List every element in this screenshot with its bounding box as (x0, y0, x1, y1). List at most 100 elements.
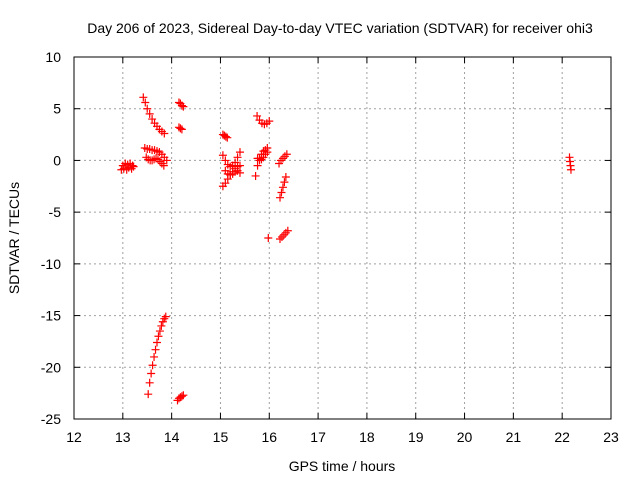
data-point (152, 338, 161, 347)
data-point (235, 148, 244, 157)
data-point (151, 345, 160, 354)
data-point (264, 234, 273, 242)
y-tick-label: -10 (41, 256, 61, 272)
data-point (221, 156, 230, 165)
data-point (177, 392, 186, 401)
data-point (280, 152, 289, 161)
data-point (144, 390, 153, 399)
data-point (283, 226, 292, 235)
data-point (251, 171, 260, 180)
data-point (233, 153, 242, 162)
data-point (157, 321, 166, 330)
data-point (160, 129, 169, 138)
chart-title: Day 206 of 2023, Sidereal Day-to-day VTE… (87, 20, 593, 36)
series-arc-13 (253, 111, 274, 129)
x-axis-label: GPS time / hours (289, 458, 396, 474)
data-point (218, 151, 227, 160)
y-tick-label: -5 (49, 204, 62, 220)
series-arc-15 (253, 148, 272, 165)
x-tick-label: 18 (359, 429, 375, 445)
series-arc-2 (139, 93, 169, 138)
axis-ticks (73, 56, 612, 420)
data-point (276, 193, 285, 202)
data-point (154, 332, 163, 341)
data-point (162, 156, 171, 165)
y-tick-label: 10 (45, 49, 61, 65)
series-arc-19 (276, 226, 292, 244)
x-tick-label: 17 (310, 429, 326, 445)
data-point (253, 154, 262, 163)
series-arc-4 (142, 153, 168, 170)
data-point (177, 125, 186, 134)
x-tick-label: 20 (457, 429, 473, 445)
series-arc-16 (264, 234, 273, 242)
plot-frame (73, 56, 612, 420)
data-point (221, 179, 230, 188)
data-point (253, 111, 262, 120)
series-arc-8 (174, 123, 186, 134)
x-tick-label: 23 (603, 429, 619, 445)
data-point (221, 132, 230, 141)
data-point (278, 154, 287, 163)
y-tick-label: 5 (53, 101, 61, 117)
data-point (155, 327, 164, 336)
data-point (145, 378, 154, 387)
data-point (280, 178, 289, 187)
data-point (263, 148, 272, 157)
data-point (281, 228, 290, 237)
data-point (139, 93, 148, 102)
y-tick-label: 0 (53, 152, 61, 168)
data-point (253, 161, 262, 170)
data-point (141, 98, 150, 107)
series-arc-20 (565, 153, 575, 174)
y-tick-label: -15 (41, 308, 61, 324)
x-tick-labels: 12 13 14 15 16 17 18 19 20 21 22 23 (66, 429, 619, 445)
data-point (179, 102, 188, 111)
data-points (117, 93, 575, 405)
x-tick-label: 13 (115, 429, 131, 445)
y-axis-label: SDTVAR / TECUs (6, 182, 22, 294)
series-arc-17 (275, 150, 291, 168)
x-tick-label: 14 (164, 429, 180, 445)
data-point (265, 117, 274, 126)
y-tick-label: -20 (41, 359, 61, 375)
series-arc-7 (174, 98, 188, 111)
data-point (566, 165, 575, 174)
x-tick-label: 12 (66, 429, 82, 445)
x-tick-label: 15 (213, 429, 229, 445)
data-point (277, 232, 286, 241)
x-tick-label: 19 (408, 429, 424, 445)
series-arc-18 (276, 172, 290, 202)
data-point (153, 155, 162, 164)
series-arc-6 (173, 391, 188, 405)
series-arc-9 (218, 130, 232, 142)
data-point (281, 172, 290, 181)
series-arc-3 (140, 144, 171, 165)
data-point (129, 162, 138, 171)
data-point (147, 369, 156, 378)
series-arc-12 (221, 166, 244, 179)
data-point (148, 115, 157, 124)
x-tick-label: 16 (261, 429, 277, 445)
y-tick-label: -25 (41, 411, 61, 427)
data-point (177, 101, 186, 110)
data-point (176, 124, 185, 133)
data-point (179, 391, 188, 400)
data-point (235, 168, 244, 177)
x-tick-label: 22 (554, 429, 570, 445)
data-point (282, 150, 291, 159)
data-point (276, 235, 285, 244)
data-point (143, 104, 152, 113)
data-point (161, 312, 170, 321)
data-point (128, 161, 137, 170)
data-point (257, 155, 266, 164)
data-point (148, 361, 157, 370)
data-point (279, 230, 288, 239)
data-point (223, 133, 232, 142)
data-point (150, 352, 159, 361)
series-arc-5 (144, 312, 170, 399)
data-point (159, 161, 168, 170)
data-point (235, 161, 244, 170)
data-point (145, 109, 154, 118)
